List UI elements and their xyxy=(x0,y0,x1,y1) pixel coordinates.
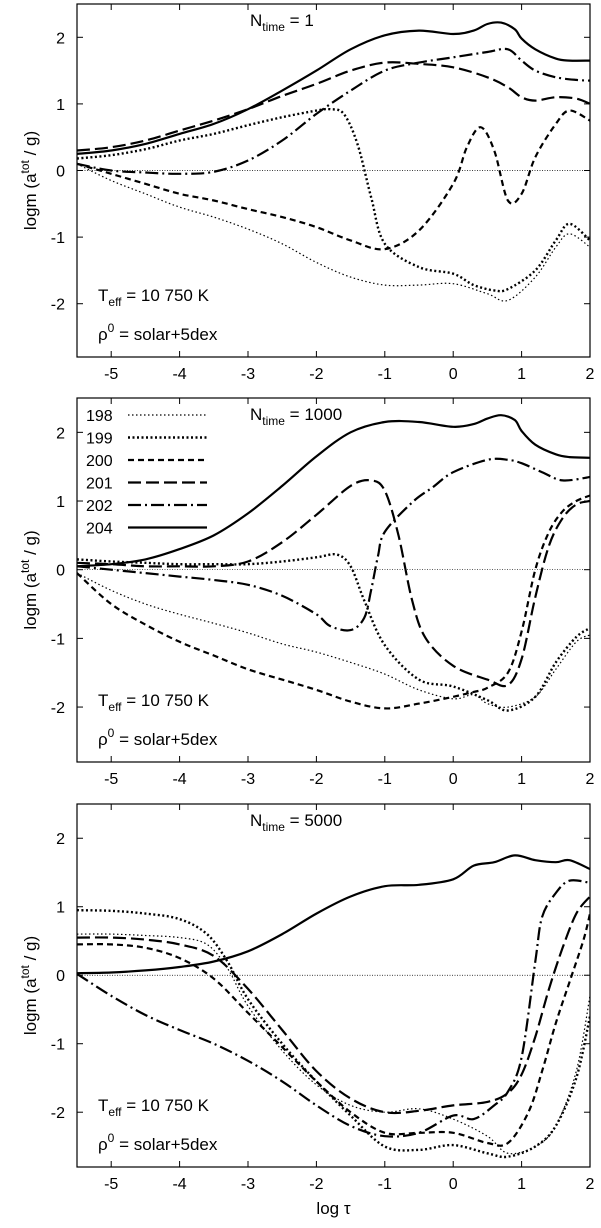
series-line-199 xyxy=(77,107,590,293)
y-tick-label: -1 xyxy=(51,631,65,648)
x-tick-label: -5 xyxy=(104,771,118,788)
x-tick-label: -2 xyxy=(309,771,323,788)
legend-label-204: 204 xyxy=(86,521,113,538)
series-line-202 xyxy=(77,879,590,1138)
series-group xyxy=(77,414,590,712)
plot-frame xyxy=(76,397,591,763)
y-tick-label: -2 xyxy=(51,1105,65,1122)
x-axis-label: log τ xyxy=(316,1199,350,1218)
x-tick-label: -3 xyxy=(241,771,255,788)
annotation-teff: Teff = 10 750 K xyxy=(98,691,210,714)
y-axis-label: logm (atot / g) xyxy=(18,530,40,629)
y-tick-label: 0 xyxy=(56,968,65,985)
series-line-201 xyxy=(77,479,590,688)
y-tick-label: 2 xyxy=(56,30,65,47)
series-line-202 xyxy=(77,457,590,632)
y-tick-label: -2 xyxy=(51,700,65,717)
annotation-rho: ρ0 = solar+5dex xyxy=(98,726,218,749)
y-axis-label: logm (atot / g) xyxy=(18,936,40,1035)
series-line-198 xyxy=(77,163,590,302)
series-line-198 xyxy=(77,572,590,708)
legend-label-200: 200 xyxy=(86,453,113,470)
y-tick-label: 1 xyxy=(56,97,65,114)
legend-label-201: 201 xyxy=(86,476,113,493)
x-tick-label: -1 xyxy=(378,1176,392,1193)
panel-1: -5 -4 -3 -2 -1 0 1 2 -2 -1 0 1 2 Ntime = 1 logm (atot … xyxy=(18,3,595,383)
x-tick-label: 2 xyxy=(586,366,595,383)
y-tick-label: 1 xyxy=(56,900,65,917)
series-group xyxy=(77,854,590,1159)
y-tick-label: 0 xyxy=(56,164,65,181)
y-tick-label: 1 xyxy=(56,494,65,511)
series-line-204 xyxy=(77,21,590,155)
legend-label-199: 199 xyxy=(86,431,113,448)
panel-2: -5 -4 -3 -2 -1 0 1 2 -2 -1 0 1 2 Ntime = 1000 logm (at… xyxy=(18,397,595,788)
panel-title: Ntime = 1 xyxy=(250,11,314,34)
y-tick-label: -2 xyxy=(51,297,65,314)
x-tick-label: 2 xyxy=(586,771,595,788)
series-line-201 xyxy=(77,895,590,1115)
series-line-200 xyxy=(77,109,590,251)
panel-title: Ntime = 5000 xyxy=(250,811,342,834)
x-tick-label: -4 xyxy=(172,1176,186,1193)
x-tick-label: 0 xyxy=(449,366,458,383)
y-tick-label: -1 xyxy=(51,1037,65,1054)
x-tick-label: -2 xyxy=(309,1176,323,1193)
x-tick-label: -3 xyxy=(241,1176,255,1193)
x-tick-label: 0 xyxy=(449,771,458,788)
series-group xyxy=(77,21,590,302)
annotation-rho: ρ0 = solar+5dex xyxy=(98,321,218,344)
x-tick-label: -5 xyxy=(104,1176,118,1193)
series-line-204 xyxy=(77,854,590,975)
y-tick-label: 0 xyxy=(56,563,65,580)
series-line-198 xyxy=(77,933,590,1155)
x-tick-label: 0 xyxy=(449,1176,458,1193)
series-line-201 xyxy=(77,61,590,152)
series-line-200 xyxy=(77,913,590,1147)
annotation-rho: ρ0 = solar+5dex xyxy=(98,1131,218,1154)
x-tick-label: 2 xyxy=(586,1176,595,1193)
panel-3: -5 -4 -3 -2 -1 0 1 2 -2 -1 0 1 2 Ntime = 5000 logm (at… xyxy=(18,803,595,1218)
series-line-200 xyxy=(77,494,590,710)
series-line-199 xyxy=(77,553,590,712)
y-axis-label: logm (atot / g) xyxy=(18,131,40,230)
series-line-202 xyxy=(77,47,590,175)
series-line-204 xyxy=(77,414,590,568)
series-line-199 xyxy=(77,909,590,1159)
x-tick-label: -5 xyxy=(104,366,118,383)
plot-frame xyxy=(76,3,591,358)
y-tick-label: 2 xyxy=(56,831,65,848)
x-tick-label: 1 xyxy=(517,771,526,788)
annotation-teff: Teff = 10 750 K xyxy=(98,1096,210,1119)
y-tick-label: 2 xyxy=(56,425,65,442)
panel-title: Ntime = 1000 xyxy=(250,405,342,428)
y-tick-label: -1 xyxy=(51,230,65,247)
x-tick-label: -2 xyxy=(309,366,323,383)
legend-label-198: 198 xyxy=(86,408,113,425)
legend: 198 199 200 201 202 204 xyxy=(86,408,207,538)
x-tick-label: 1 xyxy=(517,1176,526,1193)
x-tick-label: 1 xyxy=(517,366,526,383)
x-tick-label: -4 xyxy=(172,771,186,788)
legend-label-202: 202 xyxy=(86,498,113,515)
annotation-teff: Teff = 10 750 K xyxy=(98,286,210,309)
x-tick-label: -1 xyxy=(378,366,392,383)
plot-frame xyxy=(76,803,591,1168)
x-tick-label: -1 xyxy=(378,771,392,788)
x-tick-label: -3 xyxy=(241,366,255,383)
x-tick-label: -4 xyxy=(172,366,186,383)
